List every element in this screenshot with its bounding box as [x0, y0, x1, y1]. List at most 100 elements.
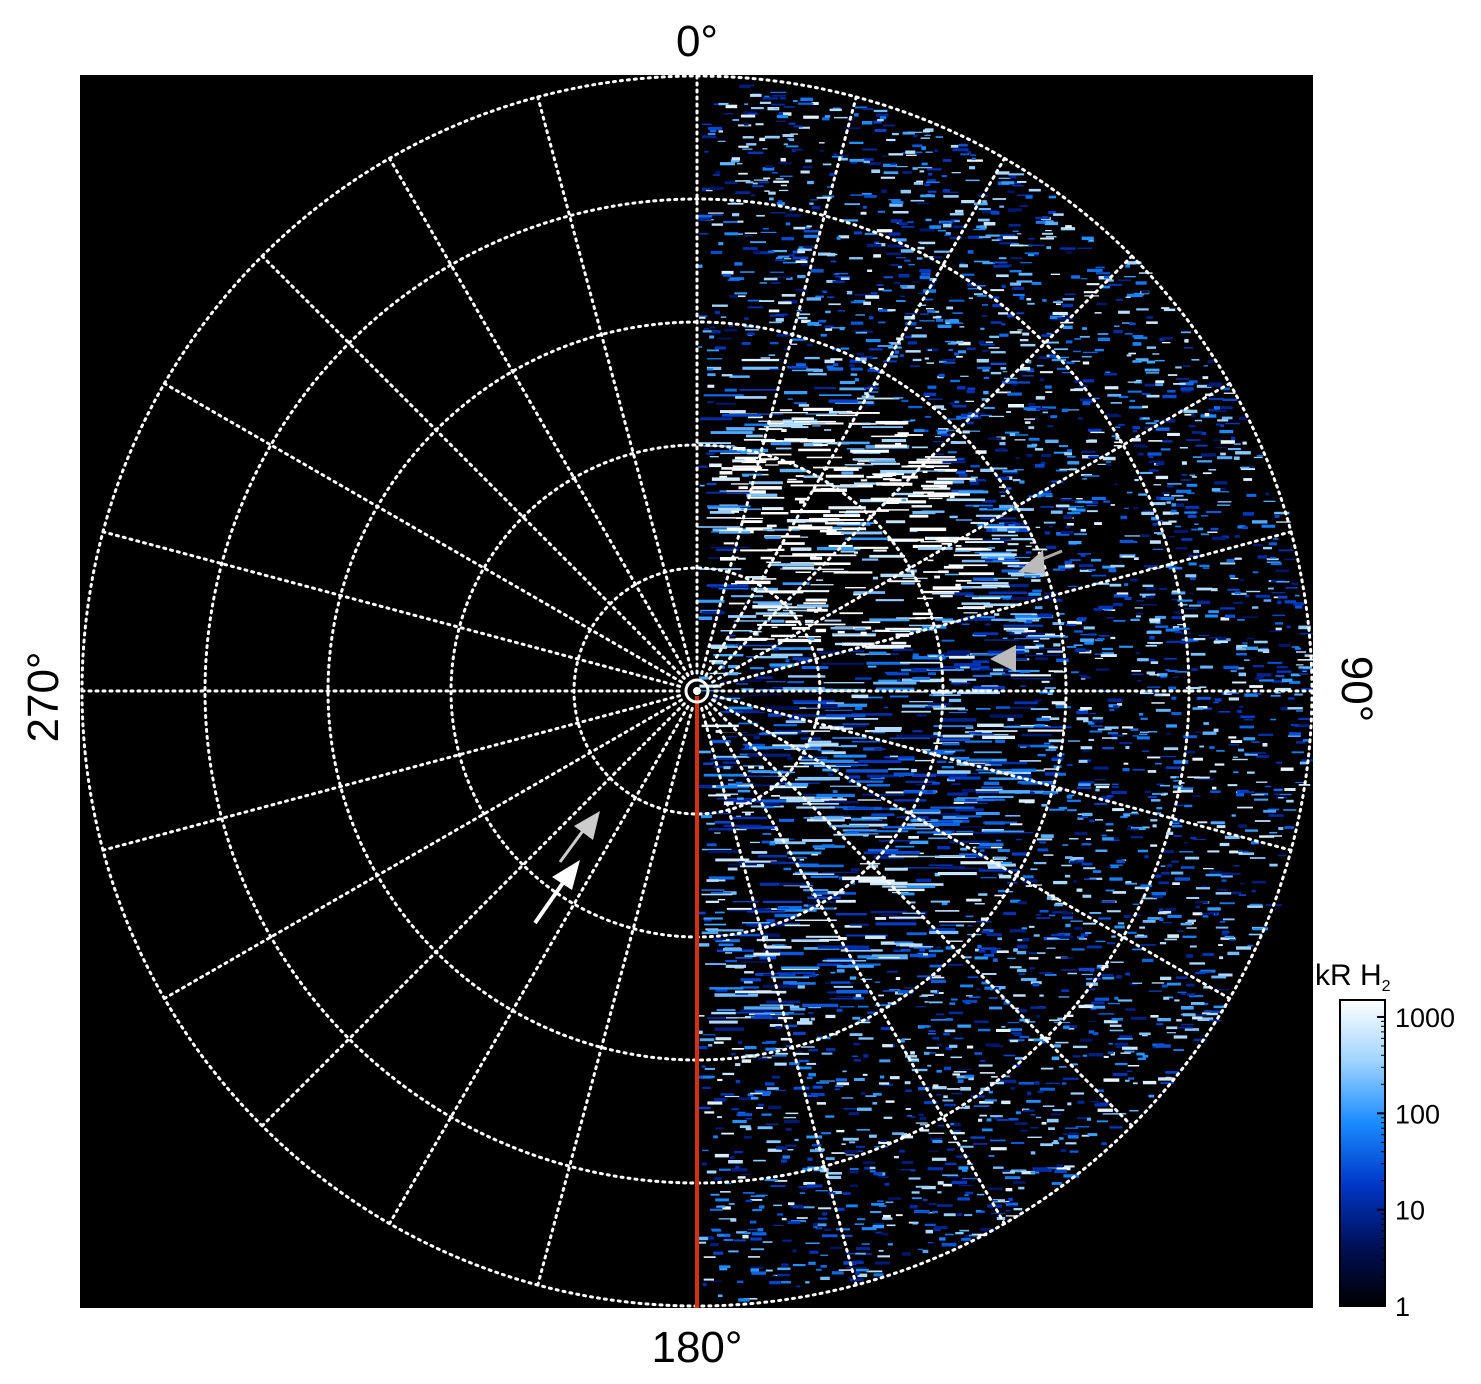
emission-streak: [1096, 966, 1104, 969]
emission-streak: [1124, 1050, 1135, 1053]
emission-streak: [721, 644, 737, 647]
emission-streak: [1156, 807, 1163, 810]
emission-streak: [892, 238, 907, 242]
emission-streak: [742, 148, 753, 150]
emission-streak: [824, 619, 842, 622]
emission-streak: [1302, 739, 1311, 742]
emission-streak: [762, 935, 768, 939]
emission-streak: [862, 107, 874, 110]
emission-streak: [991, 239, 1000, 242]
emission-streak: [714, 682, 721, 684]
emission-streak: [906, 154, 917, 156]
emission-streak: [1216, 888, 1228, 891]
grid-spoke: [388, 705, 690, 1226]
emission-streak: [731, 816, 768, 820]
emission-streak: [1182, 1013, 1196, 1017]
emission-streak: [1181, 1006, 1194, 1010]
emission-streak: [1131, 673, 1144, 676]
emission-streak: [1161, 755, 1177, 758]
emission-streak: [821, 844, 835, 848]
emission-streak: [983, 603, 1018, 606]
emission-streak: [822, 163, 832, 166]
emission-streak: [1053, 568, 1066, 571]
emission-streak: [775, 447, 792, 450]
emission-streak: [1016, 233, 1022, 235]
emission-streak: [1105, 889, 1115, 892]
emission-streak: [706, 189, 713, 192]
emission-streak: [890, 1076, 900, 1080]
emission-streak: [1252, 606, 1259, 609]
grid-spoke: [536, 95, 694, 676]
emission-streak: [1247, 905, 1263, 908]
emission-streak: [950, 144, 959, 148]
emission-streak: [1059, 445, 1068, 448]
emission-streak: [806, 864, 844, 868]
emission-streak: [841, 1143, 846, 1145]
emission-streak: [841, 471, 854, 475]
emission-streak: [1116, 859, 1125, 864]
emission-streak: [1114, 925, 1125, 929]
emission-streak: [839, 380, 856, 385]
emission-streak: [1014, 632, 1028, 634]
emission-streak: [888, 232, 901, 236]
emission-streak: [752, 601, 784, 604]
emission-streak: [924, 456, 956, 458]
emission-streak: [781, 294, 796, 297]
emission-streak: [752, 578, 777, 580]
emission-streak: [1203, 868, 1214, 870]
emission-streak: [1134, 886, 1149, 890]
emission-streak: [719, 531, 751, 534]
emission-streak: [720, 665, 725, 669]
emission-streak: [857, 460, 875, 462]
emission-streak: [956, 1075, 971, 1079]
emission-streak: [940, 408, 947, 410]
emission-streak: [1266, 835, 1283, 837]
emission-streak: [1051, 701, 1066, 705]
emission-streak: [1183, 409, 1198, 413]
emission-streak: [720, 630, 753, 632]
emission-streak: [1069, 468, 1077, 471]
emission-streak: [736, 683, 749, 685]
emission-streak: [1048, 746, 1058, 749]
emission-streak: [702, 1086, 711, 1089]
emission-streak: [1006, 411, 1011, 413]
emission-streak: [873, 549, 887, 552]
emission-streak: [735, 180, 751, 182]
emission-streak: [976, 708, 991, 710]
emission-streak: [1082, 327, 1087, 330]
emission-streak: [709, 326, 716, 329]
emission-streak: [1233, 865, 1240, 867]
emission-streak: [828, 725, 867, 728]
emission-streak: [701, 893, 733, 896]
emission-streak: [698, 465, 708, 468]
emission-streak: [819, 530, 837, 533]
emission-streak: [980, 414, 992, 417]
emission-streak: [1267, 661, 1283, 664]
emission-streak: [708, 212, 724, 214]
emission-streak: [943, 652, 967, 656]
emission-streak: [735, 781, 743, 785]
grid-spoke: [162, 382, 683, 684]
emission-streak: [1180, 331, 1191, 334]
emission-streak: [728, 324, 734, 327]
emission-streak: [1202, 953, 1214, 957]
emission-streak: [902, 1252, 911, 1256]
emission-streak: [853, 1267, 867, 1269]
emission-streak: [1135, 358, 1149, 362]
emission-streak: [988, 547, 996, 549]
emission-streak: [1079, 1038, 1093, 1042]
emission-streak: [697, 1030, 703, 1035]
emission-streak: [854, 458, 895, 461]
emission-streak: [943, 361, 956, 364]
emission-streak: [1045, 236, 1057, 238]
emission-streak: [757, 1126, 773, 1130]
emission-streak: [779, 796, 815, 800]
colorbar-title: kR H2: [1315, 959, 1391, 995]
emission-streak: [919, 679, 943, 683]
emission-streak: [857, 1107, 872, 1111]
emission-streak: [937, 229, 946, 232]
emission-streak: [875, 798, 886, 800]
emission-streak: [729, 785, 753, 787]
emission-streak: [708, 849, 739, 854]
emission-streak: [757, 799, 800, 803]
